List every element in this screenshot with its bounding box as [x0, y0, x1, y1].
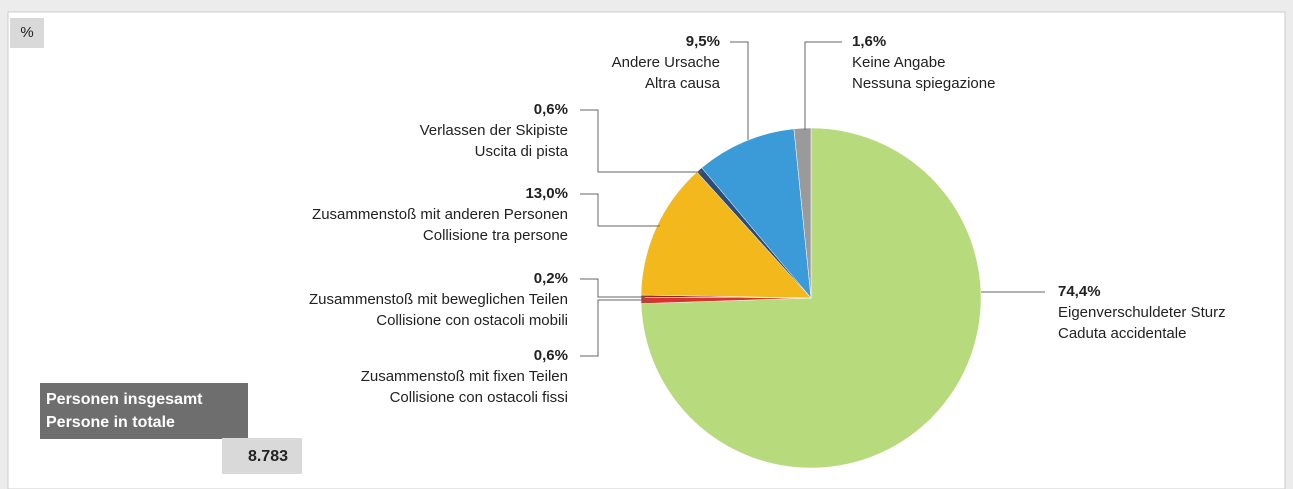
pie-slice — [701, 128, 812, 299]
category-translation: Collisione tra persone — [423, 227, 568, 244]
leader-line — [730, 41, 749, 140]
category-translation: Collisione con ostacoli mobili — [376, 312, 568, 329]
unit-label: % — [20, 24, 33, 41]
value-label: 0,6% — [534, 347, 568, 364]
unit-box — [10, 18, 44, 48]
category-label: Andere Ursache — [612, 54, 720, 71]
category-label: Zusammenstoß mit fixen Teilen — [361, 368, 568, 385]
leader-line — [580, 193, 660, 227]
pie-slice — [793, 127, 812, 299]
category-translation: Uscita di pista — [475, 143, 569, 160]
category-translation: Caduta accidentale — [1058, 325, 1186, 342]
category-translation: Nessuna spiegazione — [852, 75, 995, 92]
leader-line — [804, 41, 842, 130]
total-box — [40, 383, 248, 439]
pie-slice — [640, 171, 812, 299]
category-label: Zusammenstoß mit beweglichen Teilen — [309, 291, 568, 308]
value-label: 0,6% — [534, 101, 568, 118]
total-label: Persone in totale — [46, 414, 175, 431]
total-label: Personen insgesamt — [46, 391, 203, 408]
total-value-box — [222, 438, 302, 474]
total-value: 8.783 — [248, 448, 288, 465]
category-label: Eigenverschuldeter Sturz — [1058, 304, 1226, 321]
category-translation: Altra causa — [645, 75, 721, 92]
leader-line — [580, 299, 650, 357]
category-translation: Collisione con ostacoli fissi — [390, 389, 568, 406]
value-label: 13,0% — [525, 185, 568, 202]
category-label: Verlassen der Skipiste — [420, 122, 568, 139]
value-label: 9,5% — [686, 33, 720, 50]
value-label: 0,2% — [534, 270, 568, 287]
value-label: 74,4% — [1058, 283, 1101, 300]
leader-line — [580, 109, 702, 173]
value-label: 1,6% — [852, 33, 886, 50]
category-label: Keine Angabe — [852, 54, 945, 71]
category-label: Zusammenstoß mit anderen Personen — [312, 206, 568, 223]
leader-line — [580, 278, 645, 298]
